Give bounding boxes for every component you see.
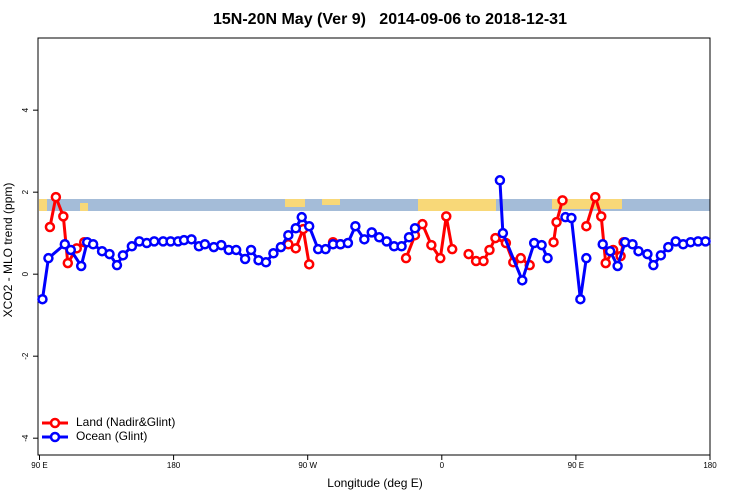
data-point bbox=[426, 239, 437, 251]
legend-marker bbox=[49, 431, 61, 443]
data-point bbox=[342, 237, 354, 249]
data-point bbox=[566, 212, 577, 224]
data-point bbox=[642, 248, 653, 260]
data-point bbox=[186, 234, 197, 245]
data-point bbox=[600, 257, 611, 269]
data-point bbox=[366, 227, 378, 238]
data-point bbox=[296, 211, 307, 223]
data-point bbox=[542, 252, 553, 264]
plot-frame bbox=[37, 37, 711, 456]
data-point bbox=[557, 195, 568, 206]
data-point bbox=[633, 245, 644, 257]
data-point bbox=[359, 234, 370, 245]
data-point bbox=[44, 221, 56, 233]
x-tick-label: 90 E bbox=[568, 461, 584, 470]
data-point bbox=[290, 223, 302, 234]
x-tick-label: 90 E bbox=[31, 461, 47, 470]
data-point bbox=[290, 243, 302, 254]
data-point bbox=[490, 232, 501, 244]
data-point bbox=[417, 218, 428, 230]
data-point bbox=[126, 241, 138, 252]
data-point bbox=[595, 211, 607, 222]
land-ocean-strip bbox=[39, 199, 710, 211]
data-point bbox=[58, 211, 69, 222]
data-point bbox=[497, 227, 509, 239]
y-axis-label: XCO2 - MLO trend (ppm) bbox=[1, 183, 15, 318]
data-point bbox=[148, 236, 160, 247]
data-point bbox=[381, 236, 392, 247]
y-tick-label: -4 bbox=[21, 434, 30, 442]
data-point bbox=[435, 252, 446, 264]
legend-label: Ocean (Glint) bbox=[76, 429, 147, 443]
data-point bbox=[581, 252, 592, 264]
data-point bbox=[441, 211, 452, 222]
data-point bbox=[275, 241, 287, 253]
data-point bbox=[612, 260, 623, 272]
data-point bbox=[104, 248, 115, 260]
data-point bbox=[320, 243, 331, 255]
legend-marker bbox=[49, 417, 61, 429]
data-point bbox=[484, 244, 495, 256]
data-point bbox=[230, 244, 242, 256]
data-point bbox=[597, 238, 608, 250]
data-point bbox=[373, 232, 385, 243]
data-point bbox=[700, 236, 711, 247]
data-point bbox=[111, 259, 123, 271]
data-point bbox=[403, 232, 415, 243]
data-point bbox=[590, 191, 601, 203]
data-point bbox=[59, 238, 71, 250]
data-point bbox=[75, 260, 87, 272]
data-point bbox=[515, 252, 527, 264]
data-point bbox=[400, 252, 412, 264]
data-point bbox=[283, 229, 294, 241]
data-point bbox=[627, 238, 638, 250]
data-point bbox=[409, 223, 421, 234]
data-point bbox=[303, 220, 315, 232]
data-point bbox=[37, 293, 48, 305]
data-point bbox=[581, 220, 592, 232]
data-point bbox=[303, 259, 315, 270]
data-point bbox=[350, 220, 361, 232]
data-point bbox=[239, 253, 251, 265]
y-tick-label: 2 bbox=[21, 189, 30, 194]
data-point bbox=[604, 245, 616, 257]
data-point bbox=[117, 250, 129, 261]
x-axis-label: Longitude (deg E) bbox=[327, 476, 422, 490]
data-point bbox=[575, 293, 586, 305]
data-point bbox=[65, 244, 77, 256]
data-point bbox=[268, 248, 279, 259]
data-point bbox=[478, 255, 489, 267]
x-tick-label: 90 W bbox=[298, 461, 317, 470]
legend-label: Land (Nadir&Glint) bbox=[76, 415, 175, 429]
data-point bbox=[216, 239, 227, 251]
data-point bbox=[43, 252, 54, 264]
data-point bbox=[517, 275, 528, 286]
x-tick-label: 180 bbox=[167, 461, 181, 470]
data-point bbox=[648, 259, 659, 271]
y-tick-label: 4 bbox=[21, 107, 30, 112]
data-point bbox=[245, 244, 257, 256]
chart-title: 15N-20N May (Ver 9) 2014-09-06 to 2018-1… bbox=[213, 11, 567, 28]
data-point bbox=[655, 250, 667, 261]
y-tick-label: 0 bbox=[21, 271, 30, 276]
data-point bbox=[548, 236, 559, 248]
data-point bbox=[494, 175, 506, 186]
data-point bbox=[663, 241, 674, 253]
x-tick-label: 0 bbox=[440, 461, 445, 470]
data-point bbox=[87, 238, 99, 250]
data-point bbox=[396, 241, 407, 252]
data-point bbox=[536, 239, 547, 251]
data-point bbox=[50, 191, 62, 203]
y-tick-label: -2 bbox=[21, 352, 30, 360]
x-tick-label: 180 bbox=[703, 461, 717, 470]
data-point bbox=[551, 216, 562, 228]
data-point bbox=[199, 238, 211, 250]
data-point bbox=[446, 243, 458, 255]
data-point bbox=[62, 257, 74, 269]
data-point bbox=[260, 257, 272, 268]
data-point bbox=[463, 248, 474, 260]
